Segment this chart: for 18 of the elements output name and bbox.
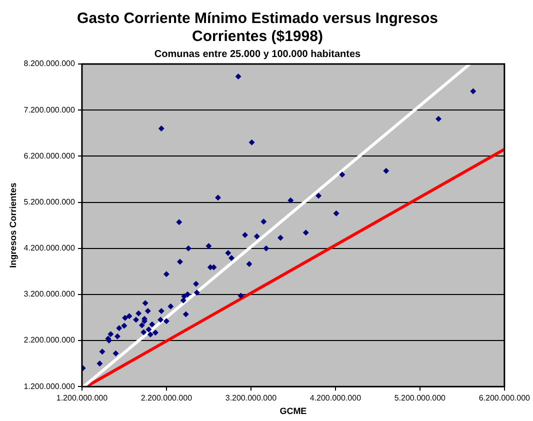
y-tick-label: 7.200.000.000: [24, 105, 76, 114]
x-tick-label: 3.200.000.000: [225, 394, 278, 403]
chart-subtitle: Comunas entre 25.000 y 100.000 habitantes: [154, 48, 362, 60]
y-tick-label: 5.200.000.000: [24, 197, 76, 206]
x-tick-label: 1.200.000.000: [56, 394, 108, 403]
y-tick-label: 4.200.000.000: [24, 244, 76, 253]
y-tick-label: 1.200.000.000: [24, 382, 76, 391]
x-tick-label: 6.200.000.000: [478, 394, 531, 403]
x-tick-label: 5.200.000.000: [394, 394, 446, 403]
y-tick-label: 3.200.000.000: [24, 290, 76, 299]
y-tick-label: 6.200.000.000: [24, 151, 76, 160]
y-tick-label: 8.200.000.000: [24, 59, 76, 68]
x-axis-title: GCME: [280, 406, 307, 416]
x-tick-label: 2.200.000.000: [140, 394, 193, 403]
chart-title: Gasto Corriente Mínimo Estimado versus Ingresos Corrientes ($1998): [77, 10, 438, 46]
y-tick-label: 2.200.000.000: [24, 336, 76, 345]
x-tick-label: 4.200.000.000: [310, 394, 362, 403]
y-axis-title: Ingresos Corrientes: [8, 182, 18, 268]
